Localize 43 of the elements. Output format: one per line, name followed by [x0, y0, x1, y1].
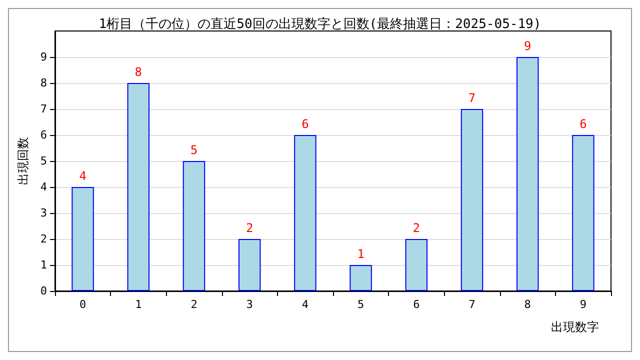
y-tick-label: 5: [40, 154, 47, 168]
y-tick-label: 9: [40, 50, 47, 64]
bar: [572, 135, 594, 291]
bar: [405, 239, 428, 291]
bar: [460, 109, 484, 291]
x-tick-label: 8: [524, 298, 531, 311]
bar: [127, 83, 150, 291]
data-label: 7: [468, 91, 476, 105]
y-tick-label: 8: [40, 76, 47, 90]
bar: [238, 239, 261, 291]
chart-title: 1桁目（千の位）の直近50回の出現数字と回数(最終抽選日：2025-05-19): [98, 16, 542, 32]
data-label: 6: [580, 117, 587, 131]
bar: [294, 135, 316, 291]
data-label: 5: [190, 143, 198, 157]
y-axis-title: 出現回数: [16, 137, 30, 185]
bar: [72, 187, 94, 291]
x-tick-label: 0: [79, 298, 86, 311]
x-tick-label: 5: [357, 298, 364, 311]
data-label: 8: [134, 65, 142, 79]
data-label: 2: [246, 221, 254, 235]
y-tick-label: 6: [40, 128, 47, 142]
bar: [182, 161, 206, 291]
x-tick-label: 6: [413, 298, 420, 311]
data-label: 9: [524, 39, 532, 53]
data-label: 1: [357, 247, 364, 261]
x-tick-label: 1: [135, 298, 142, 311]
data-label: 4: [79, 169, 86, 183]
x-tick-label: 9: [580, 298, 587, 311]
bar: [350, 265, 372, 291]
y-tick-label: 2: [40, 232, 47, 246]
data-label: 6: [302, 117, 309, 131]
x-tick-label: 4: [302, 298, 309, 311]
y-tick-label: 1: [40, 258, 47, 272]
x-tick-label: 3: [246, 298, 253, 311]
y-tick-label: 3: [40, 206, 47, 220]
x-axis-title: 出現数字: [551, 320, 599, 334]
data-label: 2: [412, 221, 420, 235]
y-tick-label: 4: [40, 180, 48, 194]
bar: [516, 57, 539, 291]
x-tick-label: 2: [190, 298, 198, 311]
x-tick-label: 7: [468, 298, 476, 311]
y-tick-label: 7: [40, 102, 47, 116]
y-tick-label: 0: [40, 284, 47, 298]
